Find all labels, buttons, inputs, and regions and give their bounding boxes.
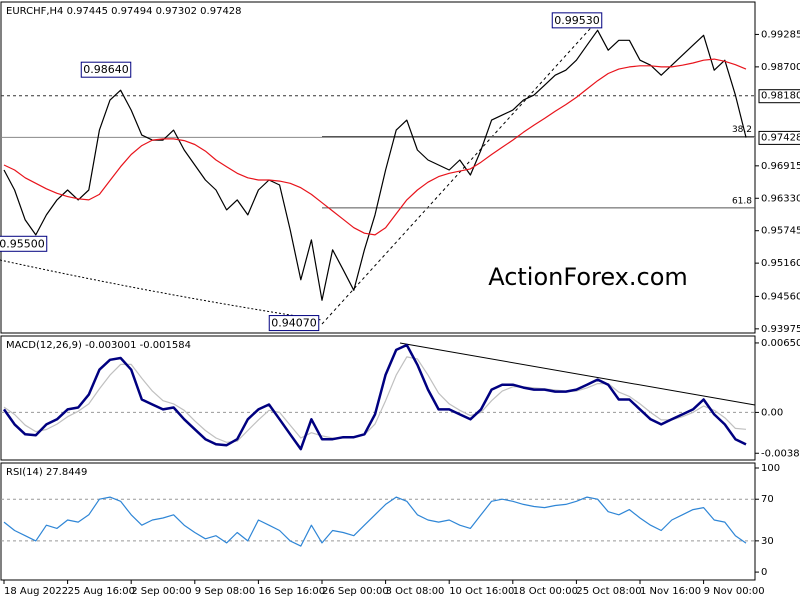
y-tick-label: 0.00 (761, 407, 783, 418)
y-tick-label: 30 (761, 536, 774, 547)
series-line (2, 343, 747, 451)
x-tick-label: 25 Aug 16:00 (68, 586, 135, 597)
x-tick-label: 26 Sep 00:00 (322, 586, 389, 597)
y-tick-label: 0.93975 (761, 324, 800, 335)
y-tick-label: 0.99285 (761, 29, 800, 40)
y-tick-label: 0.95160 (761, 258, 800, 269)
price-annotation: 0.95500 (0, 237, 45, 250)
macd-panel (0, 335, 756, 461)
price-annotation-box (0, 235, 48, 252)
y-tick-label: 0.95745 (761, 226, 800, 237)
series-line (3, 29, 747, 301)
long-ma (0, 259, 323, 321)
series-line (3, 496, 747, 547)
x-tick-label: 9 Sep 08:00 (195, 586, 255, 597)
trend-line (321, 19, 599, 325)
x-tick-label: 18 Oct 00:00 (513, 586, 578, 597)
price-label: 0.98180 (761, 91, 800, 102)
y-tick-label: 0.96330 (761, 193, 800, 204)
price-annotation: 0.99530 (554, 14, 600, 27)
x-tick-label: 16 Sep 16:00 (258, 586, 325, 597)
panel-title: EURCHF,H4 0.97445 0.97494 0.97302 0.9742… (6, 6, 242, 17)
y-tick-label: 100 (761, 463, 780, 474)
x-tick-label: 3 Oct 08:00 (386, 586, 445, 597)
fib-label: 61.8 (732, 196, 752, 206)
price-label: 0.97428 (761, 132, 800, 143)
x-tick-label: 25 Oct 08:00 (576, 586, 641, 597)
price-annotation: 0.98640 (83, 63, 129, 76)
y-tick-label: 0.96915 (761, 161, 800, 172)
price-annotation: 0.94070 (271, 317, 317, 330)
y-tick-label: 70 (761, 494, 774, 505)
panel-title: RSI(14) 27.8449 (6, 467, 87, 478)
fib-label: 38.2 (732, 125, 752, 135)
rsi-panel (0, 462, 756, 581)
price-annotation-box (268, 315, 320, 332)
x-tick-label: 1 Nov 16:00 (640, 586, 701, 597)
price-panel (0, 1, 756, 334)
price-annotation-box (80, 61, 132, 78)
macd-trend-line (399, 342, 756, 406)
y-tick-label: 0.94560 (761, 291, 800, 302)
x-tick-label: 9 Nov 00:00 (704, 586, 765, 597)
price-label-box (758, 130, 800, 145)
x-tick-label: 10 Oct 16:00 (449, 586, 514, 597)
panel-title: MACD(12,26,9) -0.003001 -0.001584 (6, 340, 191, 351)
series-line (3, 58, 747, 236)
x-tick-label: 2 Sep 00:00 (131, 586, 191, 597)
y-tick-label: 0 (761, 567, 767, 578)
y-tick-label: -0.003828 (761, 448, 800, 459)
x-tick-label: 18 Aug 2022 (4, 586, 68, 597)
watermark: ActionForex.com (488, 263, 688, 291)
price-annotation-box (551, 12, 603, 29)
y-tick-label: 0.98700 (761, 62, 800, 73)
y-tick-label: 0.006509 (761, 338, 800, 349)
price-label-box (758, 89, 800, 104)
